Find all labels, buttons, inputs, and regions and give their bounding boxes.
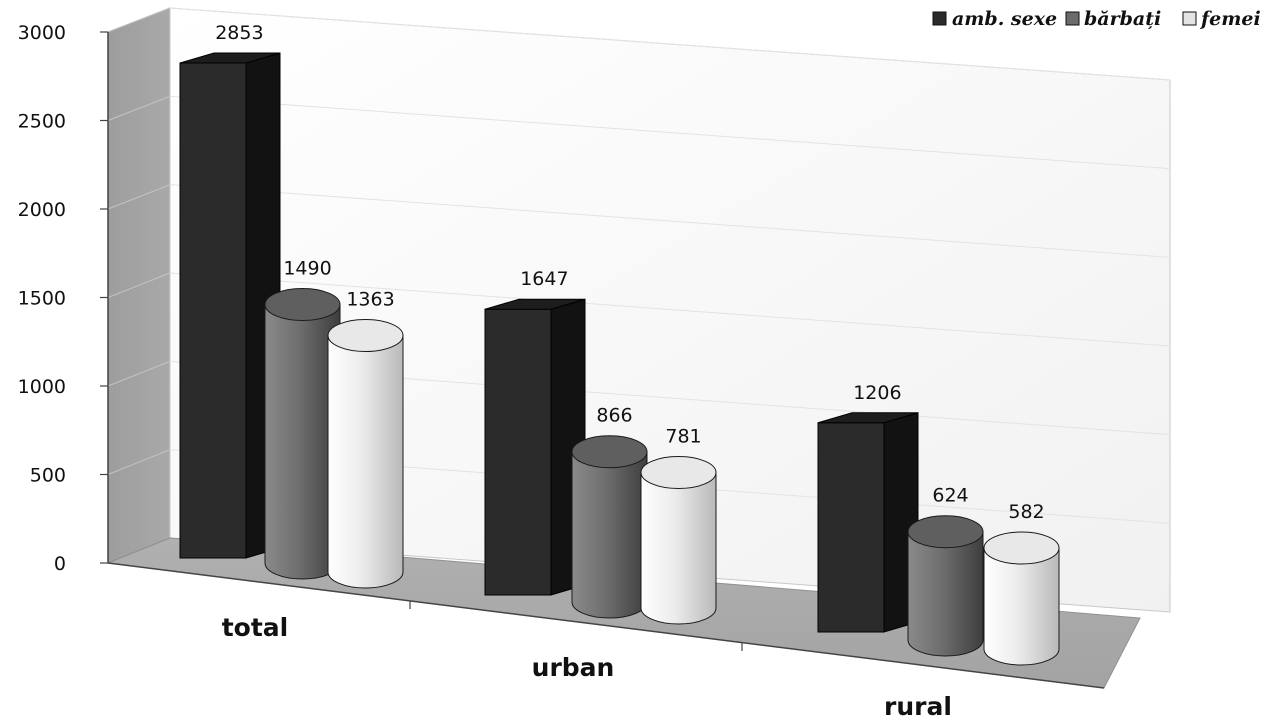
side-gridline xyxy=(107,272,171,298)
category-label-rural: rural xyxy=(884,692,952,721)
back-gridline xyxy=(169,272,1171,347)
side-gridline xyxy=(107,7,171,33)
bars: 2853 1490 1363 1647 866 781 1206 624 582 xyxy=(179,22,1060,666)
data-label-rural-barbati: 624 xyxy=(932,485,968,507)
bar-top-face xyxy=(179,52,281,64)
y-tick-label: 0 xyxy=(54,553,66,575)
back-gridline xyxy=(169,7,1171,81)
back-gridline xyxy=(169,95,1171,170)
side-gridline xyxy=(107,95,171,121)
cylinder-top xyxy=(327,319,404,353)
legend-label-femei: femei xyxy=(1199,8,1261,30)
cylinder-body xyxy=(571,451,648,619)
data-label-total-amb-sexe: 2853 xyxy=(215,22,263,44)
legend-label-barbati: bărbați xyxy=(1084,8,1161,30)
bar-rural-amb-sexe: 1206 xyxy=(817,382,919,633)
cylinder-body xyxy=(327,335,404,589)
bar-front-face xyxy=(484,308,552,596)
y-tick-label: 2500 xyxy=(18,111,66,133)
bar-rural-barbati: 624 xyxy=(907,485,984,657)
bar-front-face xyxy=(817,422,885,633)
cylinder-top xyxy=(571,435,648,469)
data-label-urban-barbati: 866 xyxy=(596,405,632,427)
category-label-total: total xyxy=(222,613,289,642)
bar-top-face xyxy=(817,412,919,424)
back-gridline xyxy=(169,184,1171,258)
side-gridline xyxy=(107,184,171,210)
bar-top-face xyxy=(484,298,586,310)
cylinder-body xyxy=(983,547,1060,666)
cylinder-top xyxy=(983,531,1060,565)
data-label-urban-femei: 781 xyxy=(665,425,701,447)
data-label-rural-amb-sexe: 1206 xyxy=(853,382,901,404)
data-label-total-femei: 1363 xyxy=(346,289,394,311)
data-label-rural-femei: 582 xyxy=(1008,501,1044,523)
cylinder-body xyxy=(640,471,717,625)
y-tick-label: 3000 xyxy=(18,22,66,44)
y-tick-label: 1500 xyxy=(18,288,66,310)
bar-urban-amb-sexe: 1647 xyxy=(484,268,586,596)
bar-total-amb-sexe: 2853 xyxy=(179,22,281,559)
cylinder-top xyxy=(640,455,717,489)
bar-urban-femei: 781 xyxy=(640,425,717,625)
legend-label-amb-sexe: amb. sexe xyxy=(952,8,1057,30)
legend-swatch-amb-sexe xyxy=(932,11,947,26)
data-label-total-barbati: 1490 xyxy=(283,257,331,279)
data-label-urban-amb-sexe: 1647 xyxy=(520,268,568,290)
bar-total-femei: 1363 xyxy=(327,289,404,589)
cylinder-body xyxy=(907,531,984,657)
bar-rural-femei: 582 xyxy=(983,501,1060,666)
bar-total-barbati: 1490 xyxy=(264,257,341,580)
bar-front-face xyxy=(179,62,247,559)
bar-urban-barbati: 866 xyxy=(571,405,648,619)
x-axis xyxy=(107,562,1105,689)
legend: amb. sexe bărbați femei xyxy=(932,8,1261,30)
y-tick-label: 2000 xyxy=(18,199,66,221)
y-tick-label: 500 xyxy=(30,465,66,487)
side-gridline xyxy=(107,449,171,475)
y-tick-label: 1000 xyxy=(18,376,66,398)
legend-swatch-barbati xyxy=(1065,11,1080,26)
side-gridline xyxy=(107,360,171,387)
legend-swatch-femei xyxy=(1182,11,1197,26)
y-axis-ticks: 0 500 1000 1500 2000 2500 3000 xyxy=(18,22,108,575)
category-label-urban: urban xyxy=(532,653,615,682)
cylinder-top xyxy=(264,287,341,321)
cylinder-top xyxy=(907,515,984,549)
x-axis-ticks xyxy=(409,601,743,651)
